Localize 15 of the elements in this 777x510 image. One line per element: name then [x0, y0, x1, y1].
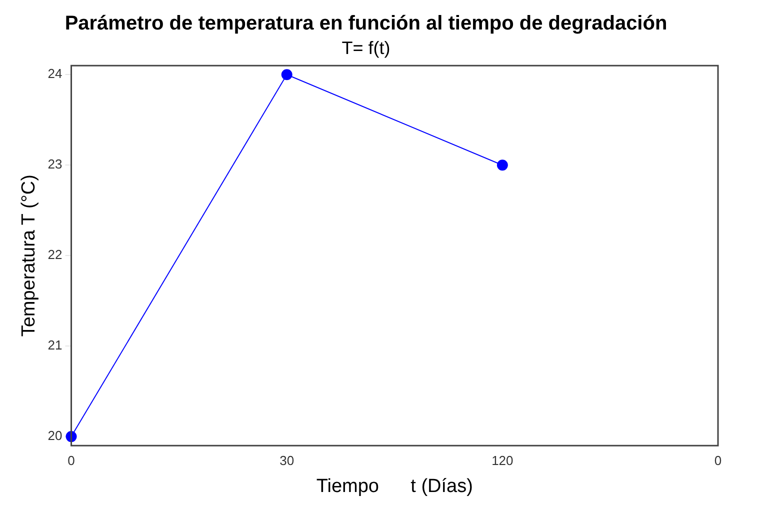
y-tick-label: 24 [48, 66, 62, 82]
y-tick-label: 21 [48, 338, 62, 353]
chart-subtitle: T= f(t) [342, 38, 390, 58]
y-tick-label: 23 [48, 156, 62, 172]
x-tick-label: 0 [68, 452, 75, 468]
x-tick-label: 30 [280, 452, 294, 468]
y-tick-label: 20 [48, 428, 62, 444]
point [281, 69, 292, 80]
x-tick-label: 0 [714, 452, 722, 468]
x-axis-title: Tiempo t (Días) [316, 476, 473, 497]
y-tick-label: 22 [48, 247, 62, 262]
x-tick-label: 120 [492, 452, 514, 468]
chart-title: Parámetro de temperatura en función al tiempo de degradación [64, 12, 668, 35]
y-axis-title: Temperatura T (°C) [18, 174, 40, 337]
point [496, 160, 508, 171]
